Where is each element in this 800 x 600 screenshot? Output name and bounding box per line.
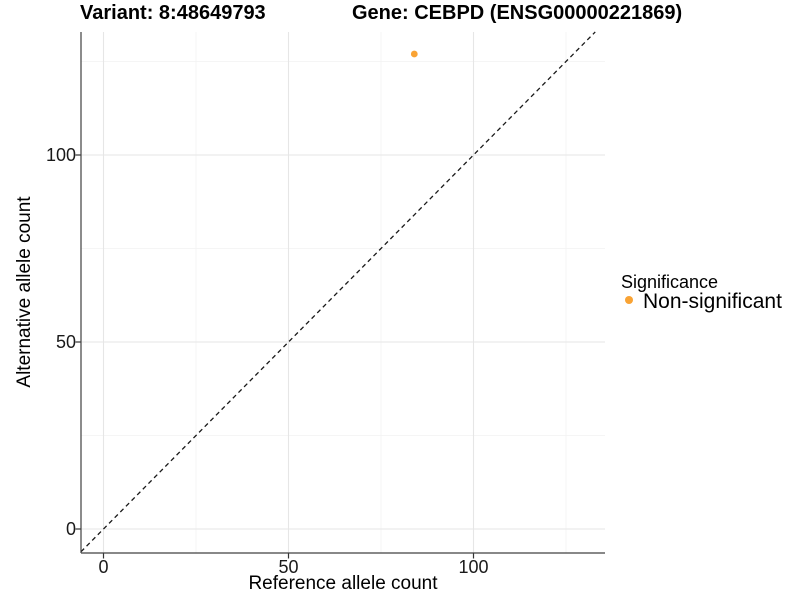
plot-title-gene: Gene: CEBPD (ENSG00000221869)	[352, 2, 683, 24]
y-tick-label: 0	[65, 519, 76, 539]
x-axis-title: Reference allele count	[248, 573, 438, 594]
legend-item-label: Non-significant	[643, 290, 782, 313]
x-tick-label: 100	[458, 557, 489, 577]
data-point	[410, 50, 418, 58]
y-axis-title: Alternative allele count	[14, 196, 35, 388]
identity-reference-line	[80, 31, 596, 553]
legend-point-swatch-icon	[625, 296, 633, 304]
x-tick-label: 0	[98, 557, 109, 577]
y-tick-label: 100	[45, 145, 76, 165]
x-tick-label: 50	[278, 557, 299, 577]
plot-title-variant: Variant: 8:48649793	[80, 2, 266, 24]
legend-title: Significance	[621, 272, 719, 292]
y-tick-label: 50	[55, 332, 76, 352]
